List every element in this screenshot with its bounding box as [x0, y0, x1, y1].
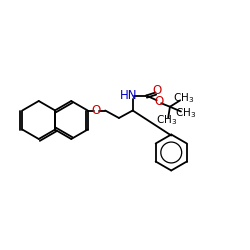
Text: CH$_3$: CH$_3$	[175, 106, 196, 120]
Text: HN: HN	[120, 89, 137, 102]
Text: O: O	[153, 84, 162, 98]
Text: O: O	[91, 104, 100, 117]
Text: O: O	[154, 95, 163, 108]
Text: CH$_3$: CH$_3$	[156, 114, 177, 128]
Text: CH$_3$: CH$_3$	[173, 91, 194, 105]
